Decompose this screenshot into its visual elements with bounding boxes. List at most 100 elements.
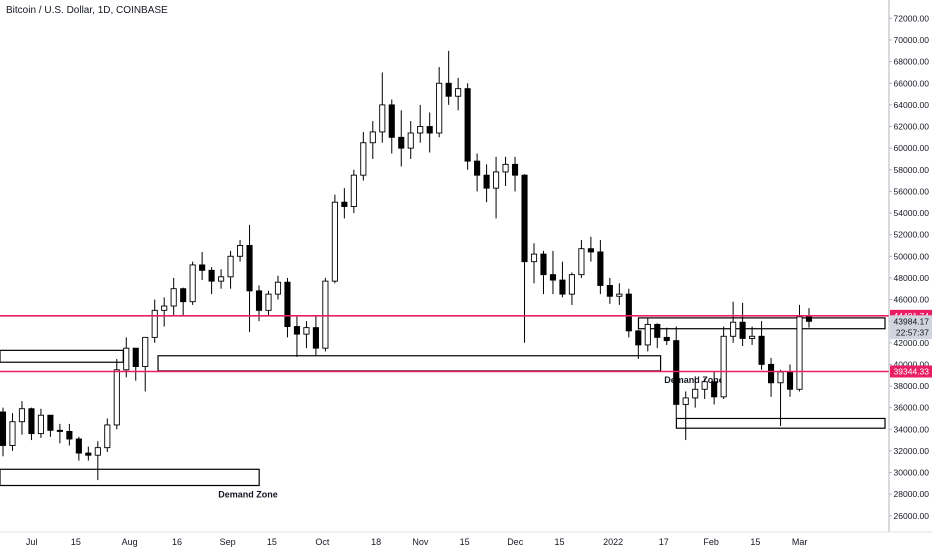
demand-zone-label: Demand Zone bbox=[218, 490, 278, 500]
horizontal-lines bbox=[0, 315, 889, 373]
candle bbox=[18, 401, 26, 435]
y-tick-label: 34000.00 bbox=[894, 424, 930, 434]
candle-body bbox=[255, 290, 263, 311]
candle-body bbox=[739, 321, 746, 339]
candle-body bbox=[407, 132, 414, 149]
candle-body bbox=[597, 251, 604, 286]
candle-body bbox=[161, 305, 168, 311]
candle-body bbox=[436, 82, 443, 134]
candle-body bbox=[455, 88, 462, 97]
candle bbox=[47, 414, 54, 437]
x-tick-label: Sep bbox=[220, 537, 236, 547]
candle bbox=[56, 423, 63, 444]
candle bbox=[540, 250, 547, 295]
candle bbox=[151, 299, 158, 343]
candle bbox=[208, 267, 215, 295]
price-badge-bg bbox=[890, 365, 932, 378]
y-tick-label: 38000.00 bbox=[894, 381, 930, 391]
candle-body bbox=[493, 171, 500, 189]
candle-body bbox=[218, 276, 225, 282]
candle bbox=[331, 194, 338, 284]
x-tick-label: Oct bbox=[315, 537, 330, 547]
y-tick-label: 54000.00 bbox=[894, 208, 930, 218]
candle bbox=[692, 376, 699, 408]
candle bbox=[37, 408, 44, 438]
candle bbox=[94, 441, 101, 481]
time-axis[interactable]: Jul 15 Aug 16 Sep 15 Oct 18 Nov 15 Dec 15 2022 17 Feb 1… bbox=[26, 537, 808, 547]
candle-body bbox=[692, 388, 699, 399]
y-tick-label: 50000.00 bbox=[894, 251, 930, 261]
candle-body bbox=[123, 347, 130, 371]
candle-body bbox=[85, 452, 92, 456]
candle bbox=[635, 329, 642, 359]
candle bbox=[293, 315, 301, 357]
candle bbox=[284, 277, 291, 338]
x-tick-label: 18 bbox=[371, 537, 381, 547]
chart-title: Bitcoin / U.S. Dollar, 1D, COINBASE bbox=[6, 5, 168, 16]
candle-body bbox=[66, 430, 73, 440]
candle-body bbox=[369, 131, 376, 144]
candle-body bbox=[142, 336, 149, 368]
y-tick-label: 66000.00 bbox=[894, 78, 930, 88]
candle bbox=[322, 277, 329, 352]
candle bbox=[360, 131, 367, 181]
y-tick-label: 58000.00 bbox=[894, 165, 930, 175]
x-tick-label: Feb bbox=[703, 537, 719, 547]
candle-body bbox=[350, 174, 357, 207]
candle bbox=[66, 423, 73, 446]
candle bbox=[104, 418, 111, 452]
candle bbox=[587, 236, 594, 262]
candle-body bbox=[502, 163, 509, 173]
y-tick-label: 60000.00 bbox=[894, 143, 930, 153]
candle-body bbox=[398, 136, 405, 149]
y-tick-label: 52000.00 bbox=[894, 230, 930, 240]
candle bbox=[530, 243, 538, 284]
x-tick-label: 16 bbox=[172, 537, 182, 547]
candle-body bbox=[189, 264, 196, 303]
y-tick-label: 48000.00 bbox=[894, 273, 930, 283]
candle-body bbox=[511, 163, 519, 176]
candle-body bbox=[113, 369, 120, 426]
candle-body bbox=[75, 438, 82, 454]
candle-body bbox=[540, 253, 547, 276]
candle bbox=[474, 153, 481, 192]
candle bbox=[464, 83, 471, 170]
candle bbox=[369, 121, 376, 159]
y-tick-label: 30000.00 bbox=[894, 468, 930, 478]
candle bbox=[701, 378, 708, 399]
demand-zone-label: Demand Zone bbox=[664, 375, 724, 385]
candle-body bbox=[530, 253, 538, 263]
candle-body bbox=[246, 245, 253, 292]
candle-body bbox=[331, 201, 338, 282]
candle-body bbox=[644, 323, 651, 346]
candle bbox=[398, 110, 405, 167]
y-tick-label: 40000.00 bbox=[894, 359, 930, 369]
x-tick-label: 15 bbox=[554, 537, 564, 547]
candle bbox=[303, 321, 310, 349]
candle-body bbox=[227, 255, 234, 278]
y-tick-label: 72000.00 bbox=[894, 13, 930, 23]
last-price-badge-bg bbox=[890, 315, 932, 340]
candle bbox=[379, 72, 386, 143]
candle bbox=[597, 240, 604, 295]
candle-body bbox=[578, 248, 585, 276]
y-tick-label: 26000.00 bbox=[894, 511, 930, 521]
candle-body bbox=[445, 82, 452, 97]
candle-body bbox=[18, 408, 26, 423]
candle-body bbox=[360, 142, 367, 176]
candle bbox=[199, 251, 206, 281]
candle-body bbox=[322, 280, 329, 349]
candle bbox=[711, 371, 718, 405]
candle-body bbox=[0, 411, 7, 446]
candle bbox=[170, 277, 177, 316]
candle-body bbox=[635, 330, 642, 346]
candle bbox=[189, 261, 196, 305]
x-tick-label: 2022 bbox=[603, 537, 623, 547]
candle-body bbox=[47, 414, 54, 431]
candle-body bbox=[796, 316, 803, 390]
candle-body bbox=[805, 316, 813, 322]
candles bbox=[0, 50, 813, 481]
candle bbox=[749, 326, 756, 345]
